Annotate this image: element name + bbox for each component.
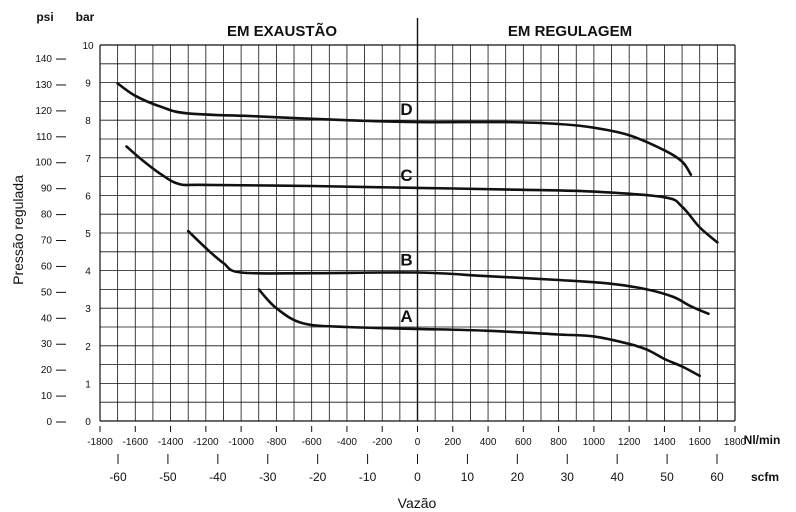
x-tick-label-scfm: 0 [414, 470, 421, 484]
y-axis-title: Pressão regulada [10, 175, 26, 285]
x-tick-label-nlmin: 1800 [724, 437, 747, 448]
x-tick-label-nlmin: 800 [550, 437, 567, 448]
series-line-c [125, 145, 719, 244]
x-tick-label-scfm: -60 [109, 470, 127, 484]
x-tick-label-nlmin: -1400 [158, 437, 184, 448]
x-tick-label-scfm: 20 [511, 470, 525, 484]
y-tick-label-psi: 110 [36, 132, 52, 143]
x-tick-label-nlmin: -1800 [87, 437, 113, 448]
y-tick-label-psi: 40 [41, 313, 53, 324]
x-unit-primary: Nl/min [744, 433, 781, 447]
y-tick-label-psi: 140 [35, 54, 52, 65]
y-tick-label-psi: 0 [46, 417, 52, 428]
series-label-a: A [400, 307, 412, 326]
y-tick-label-psi: 50 [41, 287, 53, 298]
x-unit-secondary: scfm [751, 470, 779, 484]
y-tick-label-bar: 2 [85, 342, 91, 353]
y-tick-label-bar: 3 [85, 304, 91, 315]
x-tick-label-scfm: -50 [159, 470, 177, 484]
y-tick-label-psi: 10 [41, 391, 53, 402]
x-tick-label-scfm: 10 [461, 470, 475, 484]
series-lines: A B C D [116, 82, 719, 378]
x-tick-label-scfm: 30 [561, 470, 575, 484]
y-unit-left: psi [36, 10, 53, 24]
x-tick-label-nlmin: 1000 [583, 437, 606, 448]
x-tick-label-nlmin: 1200 [618, 437, 641, 448]
y-tick-label-psi: 80 [41, 210, 53, 221]
x-tick-label-nlmin: 600 [515, 437, 532, 448]
series-label-b: B [400, 250, 412, 269]
x-axis-title: Vazão [398, 495, 437, 511]
series-label-d: D [400, 100, 412, 119]
series-label-c: C [400, 166, 412, 185]
x-tick-label-nlmin: -800 [266, 437, 286, 448]
x-tick-label-nlmin: -200 [372, 437, 392, 448]
y-tick-label-psi: 20 [41, 365, 53, 376]
x-tick-label-nlmin: -1000 [228, 437, 254, 448]
series-line-d [116, 82, 693, 176]
grid [99, 18, 736, 422]
x-tick-label-scfm: -10 [359, 470, 377, 484]
y-tick-label-psi: 90 [41, 184, 53, 195]
y-tick-label-bar: 5 [85, 229, 91, 240]
x-tick-label-nlmin: -600 [302, 437, 322, 448]
x-tick-label-nlmin: 1400 [653, 437, 676, 448]
y-tick-label-bar: 0 [85, 417, 91, 428]
y-tick-label-psi: 60 [41, 261, 53, 272]
x-tick-label-nlmin: -400 [337, 437, 357, 448]
x-tick-label-scfm: 40 [610, 470, 624, 484]
series-line-a [257, 288, 701, 378]
y-tick-label-bar: 7 [85, 154, 91, 165]
series-line-b [186, 229, 710, 316]
y-tick-label-bar: 8 [85, 116, 91, 127]
y-tick-label-bar: 6 [85, 191, 91, 202]
y-tick-label-psi: 120 [35, 106, 52, 117]
y-tick-label-psi: 100 [35, 158, 52, 169]
region-label-left: EM EXAUSTÃO [227, 22, 337, 40]
x-tick-label-scfm: 60 [710, 470, 724, 484]
y-tick-label-psi: 30 [41, 339, 53, 350]
x-tick-label-nlmin: 0 [415, 437, 421, 448]
x-tick-label-scfm: -40 [209, 470, 227, 484]
y-tick-label-psi: 70 [41, 236, 53, 247]
x-tick-label-scfm: 50 [660, 470, 674, 484]
y-tick-label-bar: 4 [85, 267, 91, 278]
y-tick-label-bar: 1 [85, 379, 91, 390]
region-label-right: EM REGULAGEM [508, 23, 632, 40]
x-tick-label-nlmin: 200 [444, 437, 461, 448]
tick-labels: -1800 -1600 -1400 -1200 -1000 -800 -600 -400 -20… [35, 41, 746, 484]
y-tick-label-bar: 10 [82, 41, 94, 52]
x-tick-label-nlmin: 1600 [689, 437, 712, 448]
y-tick-label-bar: 9 [85, 79, 91, 90]
x-tick-label-scfm: -20 [309, 470, 327, 484]
x-tick-label-scfm: -30 [259, 470, 277, 484]
y-unit-right: bar [76, 10, 95, 24]
x-tick-label-nlmin: -1200 [193, 437, 219, 448]
y-tick-label-psi: 130 [35, 80, 52, 91]
x-tick-label-nlmin: -1600 [122, 437, 148, 448]
x-tick-label-nlmin: 400 [480, 437, 497, 448]
